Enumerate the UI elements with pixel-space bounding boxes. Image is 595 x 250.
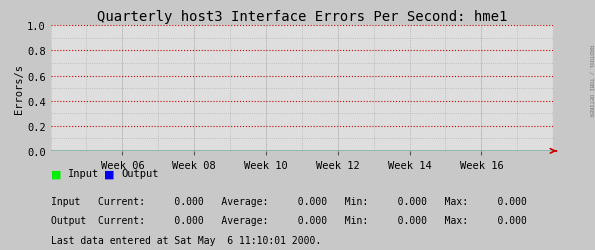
Text: ■: ■ (104, 169, 115, 179)
Text: RRDTOOL / TOBI OETIKER: RRDTOOL / TOBI OETIKER (588, 44, 593, 116)
Y-axis label: Errors/s: Errors/s (14, 64, 24, 114)
Title: Quarterly host3 Interface Errors Per Second: hme1: Quarterly host3 Interface Errors Per Sec… (97, 10, 507, 24)
Text: Input: Input (68, 169, 100, 179)
Text: Input   Current:     0.000   Average:     0.000   Min:     0.000   Max:     0.00: Input Current: 0.000 Average: 0.000 Min:… (51, 196, 527, 206)
Text: Last data entered at Sat May  6 11:10:01 2000.: Last data entered at Sat May 6 11:10:01 … (51, 235, 321, 245)
Text: ■: ■ (51, 169, 61, 179)
Text: Output: Output (121, 169, 159, 179)
Text: Output  Current:     0.000   Average:     0.000   Min:     0.000   Max:     0.00: Output Current: 0.000 Average: 0.000 Min… (51, 215, 527, 225)
